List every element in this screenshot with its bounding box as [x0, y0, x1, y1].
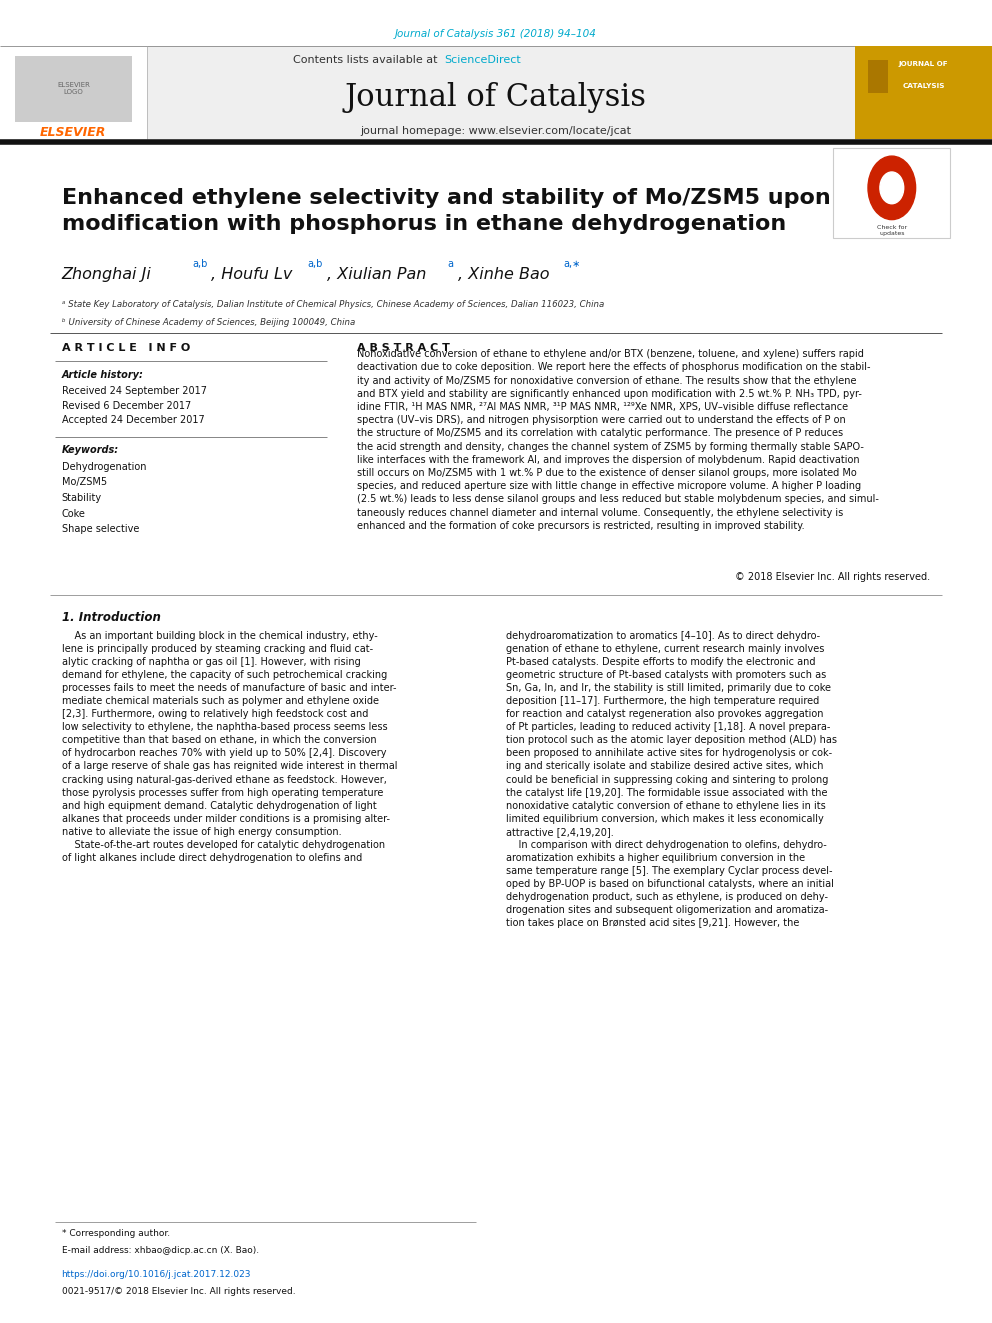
Text: Stability: Stability	[62, 493, 101, 503]
Text: Enhanced ethylene selectivity and stability of Mo/ZSM5 upon
modification with ph: Enhanced ethylene selectivity and stabil…	[62, 188, 830, 234]
Text: ᵃ State Key Laboratory of Catalysis, Dalian Institute of Chemical Physics, Chine: ᵃ State Key Laboratory of Catalysis, Dal…	[62, 300, 604, 310]
Text: Coke: Coke	[62, 508, 85, 519]
Text: ELSEVIER
LOGO: ELSEVIER LOGO	[57, 82, 90, 95]
Bar	[0, 46, 992, 139]
Text: A R T I C L E   I N F O: A R T I C L E I N F O	[62, 343, 189, 353]
Text: ScienceDirect: ScienceDirect	[444, 54, 521, 65]
Text: Revised 6 December 2017: Revised 6 December 2017	[62, 401, 190, 411]
Circle shape	[880, 172, 904, 204]
Text: © 2018 Elsevier Inc. All rights reserved.: © 2018 Elsevier Inc. All rights reserved…	[735, 572, 930, 582]
Text: Dehydrogenation: Dehydrogenation	[62, 462, 146, 472]
Bar	[833, 148, 950, 238]
Text: Accepted 24 December 2017: Accepted 24 December 2017	[62, 415, 204, 426]
Text: a,b: a,b	[308, 259, 322, 270]
Text: journal homepage: www.elsevier.com/locate/jcat: journal homepage: www.elsevier.com/locat…	[360, 126, 632, 136]
Text: Check for
updates: Check for updates	[877, 225, 907, 235]
Bar	[855, 46, 992, 139]
Text: a,∗: a,∗	[563, 259, 580, 270]
Text: , Xinhe Bao: , Xinhe Bao	[458, 267, 550, 282]
Text: Shape selective: Shape selective	[62, 524, 139, 534]
Text: dehydroaromatization to aromatics [4–10]. As to direct dehydro-
genation of etha: dehydroaromatization to aromatics [4–10]…	[506, 631, 837, 927]
Text: a,b: a,b	[192, 259, 207, 270]
Text: JOURNAL OF: JOURNAL OF	[899, 61, 948, 66]
Text: Keywords:: Keywords:	[62, 445, 119, 455]
Bar	[0, 46, 147, 139]
Text: Contents lists available at: Contents lists available at	[294, 54, 441, 65]
Text: Zhonghai Ji: Zhonghai Ji	[62, 267, 152, 282]
Text: CATALYSIS: CATALYSIS	[903, 83, 944, 89]
Text: A B S T R A C T: A B S T R A C T	[357, 343, 450, 353]
Text: https://doi.org/10.1016/j.jcat.2017.12.023: https://doi.org/10.1016/j.jcat.2017.12.0…	[62, 1270, 251, 1279]
Bar	[868, 60, 888, 93]
Text: Article history:: Article history:	[62, 370, 144, 381]
Text: Journal of Catalysis 361 (2018) 94–104: Journal of Catalysis 361 (2018) 94–104	[395, 29, 597, 40]
Text: As an important building block in the chemical industry, ethy-
lene is principal: As an important building block in the ch…	[62, 631, 397, 863]
Text: a: a	[447, 259, 453, 270]
Text: E-mail address: xhbao@dicp.ac.cn (X. Bao).: E-mail address: xhbao@dicp.ac.cn (X. Bao…	[62, 1246, 259, 1256]
Circle shape	[868, 156, 916, 220]
Text: , Xiulian Pan: , Xiulian Pan	[327, 267, 427, 282]
Text: , Houfu Lv: , Houfu Lv	[211, 267, 293, 282]
Text: * Corresponding author.: * Corresponding author.	[62, 1229, 170, 1238]
Text: 0021-9517/© 2018 Elsevier Inc. All rights reserved.: 0021-9517/© 2018 Elsevier Inc. All right…	[62, 1287, 296, 1297]
Text: Received 24 September 2017: Received 24 September 2017	[62, 386, 206, 397]
Text: 1. Introduction: 1. Introduction	[62, 611, 161, 624]
Text: Mo/ZSM5: Mo/ZSM5	[62, 478, 106, 487]
Text: ELSEVIER: ELSEVIER	[41, 126, 106, 139]
Text: ᵇ University of Chinese Academy of Sciences, Beijing 100049, China: ᵇ University of Chinese Academy of Scien…	[62, 318, 355, 327]
Text: Nonoxidative conversion of ethane to ethylene and/or BTX (benzene, toluene, and : Nonoxidative conversion of ethane to eth…	[357, 349, 879, 531]
Text: Journal of Catalysis: Journal of Catalysis	[345, 82, 647, 114]
Bar	[15, 56, 132, 122]
